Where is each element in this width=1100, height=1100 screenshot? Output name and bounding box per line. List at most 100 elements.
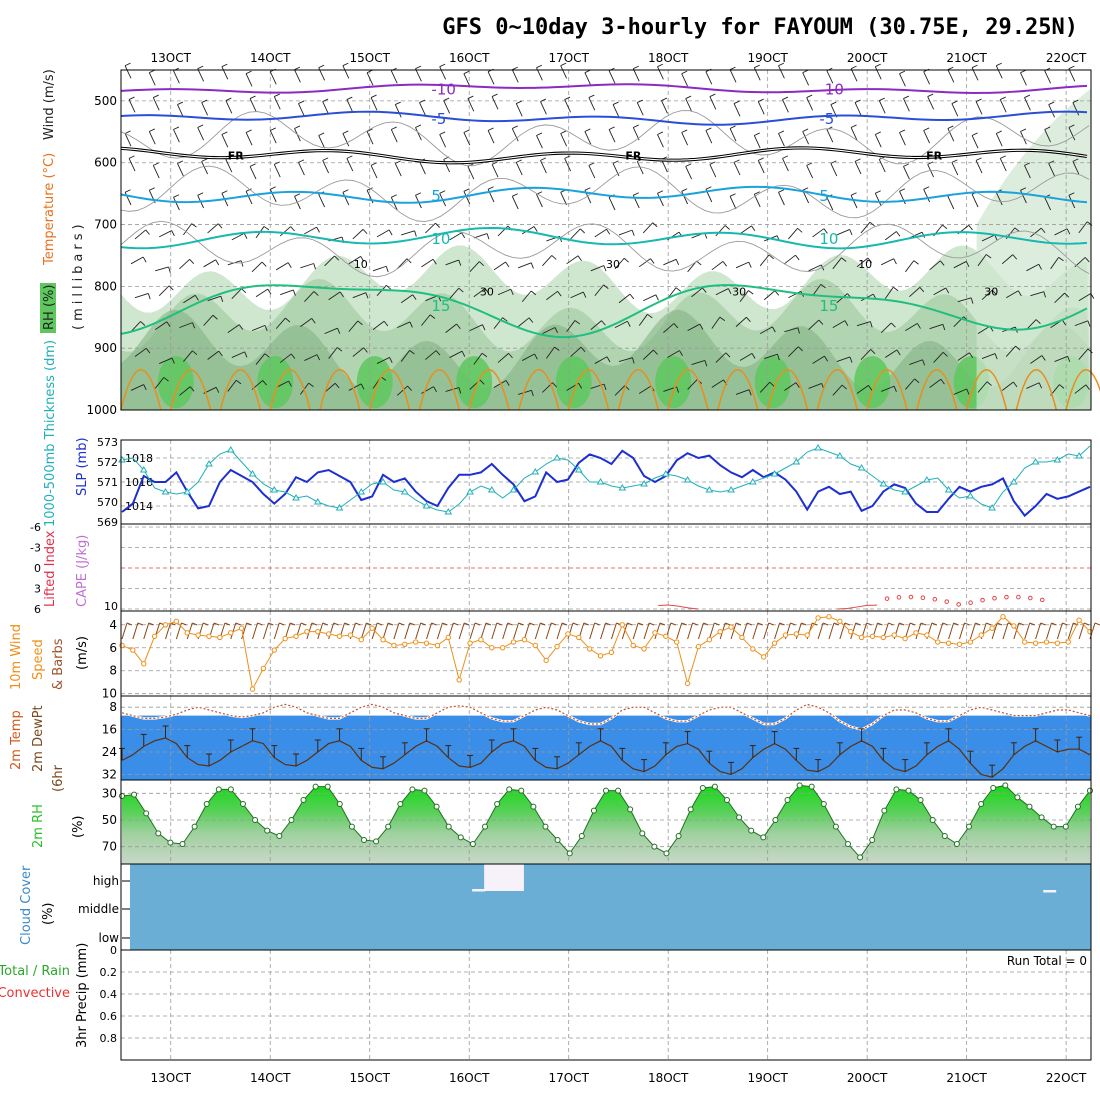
wind-barb-flag bbox=[300, 622, 307, 626]
wind-barb bbox=[618, 229, 635, 236]
wind-barb bbox=[590, 320, 606, 330]
wind-barb-flag bbox=[431, 622, 437, 626]
wind-barb-staff bbox=[366, 72, 374, 86]
wind-barb bbox=[739, 352, 756, 361]
temp2m-ylabel-1: 2m Temp bbox=[9, 710, 24, 770]
wind-barb-flag bbox=[892, 286, 899, 292]
rh2m-point bbox=[699, 785, 706, 791]
wind-barb-flag bbox=[757, 622, 764, 626]
wind-barb bbox=[1068, 65, 1076, 82]
wind-barb-flag bbox=[508, 353, 513, 359]
wind-barb bbox=[971, 191, 979, 208]
wind-barb-flag bbox=[398, 622, 405, 626]
wind-barb-staff bbox=[197, 68, 205, 82]
wind-barb-staff bbox=[612, 104, 620, 118]
wind-barb-flag bbox=[461, 350, 466, 357]
rh-legend-swatch bbox=[40, 283, 56, 333]
wind-barb-flag bbox=[844, 320, 849, 327]
wind-barb-staff bbox=[328, 622, 335, 640]
rh2m-point bbox=[772, 817, 779, 823]
wind-barb-flag bbox=[197, 124, 204, 128]
wind-barb-flag bbox=[518, 622, 524, 626]
wind-barb bbox=[415, 65, 422, 82]
wind-barb bbox=[632, 192, 640, 209]
minmax-marker bbox=[619, 747, 626, 761]
wind-barb bbox=[322, 98, 330, 115]
thickness-point bbox=[509, 486, 518, 493]
wind-barb bbox=[249, 163, 257, 180]
wind-barb-staff bbox=[124, 65, 132, 79]
wind-barb-flag bbox=[202, 622, 209, 626]
wind-barb-flag bbox=[608, 126, 615, 130]
wind-barb-flag bbox=[927, 161, 934, 165]
wind-barb-flag bbox=[685, 95, 692, 99]
wind-barb-flag bbox=[294, 66, 301, 71]
wind-barb-staff bbox=[449, 350, 463, 358]
rh2m-point bbox=[1062, 823, 1069, 830]
cape-label: CAPE (J/kg) bbox=[75, 535, 90, 607]
wind-barb-flag bbox=[249, 163, 256, 167]
wind-barb-staff bbox=[951, 162, 959, 176]
rh2m-point bbox=[155, 830, 162, 837]
wind-barb bbox=[203, 259, 220, 268]
wind-barb bbox=[401, 230, 417, 237]
lifted-index-point bbox=[968, 600, 973, 606]
wind-barb bbox=[832, 257, 847, 270]
wind-barb-flag bbox=[290, 226, 295, 232]
wind-barb bbox=[905, 323, 921, 332]
wind-barb-staff bbox=[594, 284, 604, 297]
wind-barb bbox=[570, 228, 585, 240]
wind-barb-staff bbox=[396, 258, 408, 270]
wind-barb bbox=[227, 324, 244, 334]
wind-barb-staff bbox=[878, 100, 886, 114]
wind-barb bbox=[905, 260, 919, 273]
wind-barb-staff bbox=[124, 192, 132, 206]
wind-barb-flag bbox=[975, 622, 981, 626]
y-tick-label: 600 bbox=[94, 156, 117, 170]
minmax-marker bbox=[771, 731, 778, 744]
wind-barb-flag bbox=[705, 127, 712, 131]
wind-barb bbox=[1054, 228, 1071, 236]
wind-barb bbox=[884, 349, 901, 358]
wind-barb-staff bbox=[951, 103, 959, 117]
wind-barb-staff bbox=[179, 322, 193, 329]
wind-barb-flag bbox=[540, 622, 546, 626]
wind-barb-flag bbox=[923, 127, 930, 131]
wind-barb bbox=[977, 381, 992, 393]
wind-barb-flag bbox=[432, 258, 437, 265]
wind-barb-staff bbox=[981, 234, 995, 242]
wind-barb-flag bbox=[128, 155, 135, 159]
wind-barb-flag bbox=[647, 313, 653, 319]
wind-barb-flag bbox=[313, 263, 316, 270]
wind-barb bbox=[759, 254, 774, 267]
wind-barb-flag bbox=[342, 130, 349, 134]
y-tick-label: 1000 bbox=[86, 403, 117, 417]
wind-barb bbox=[183, 294, 199, 304]
y-tick-label: 900 bbox=[94, 341, 117, 355]
wind-barb-flag bbox=[1020, 69, 1027, 74]
thickness-label: 1000-500mb Thickness (dm) bbox=[43, 340, 58, 527]
wind-barb-staff bbox=[667, 350, 680, 358]
wind-barb-staff bbox=[130, 384, 144, 391]
wind-barb-staff bbox=[393, 622, 400, 640]
wind-barb-staff bbox=[802, 131, 810, 145]
wind-barb-staff bbox=[173, 129, 180, 143]
lifted-index-point bbox=[896, 595, 902, 600]
y-tick-label: 700 bbox=[94, 218, 117, 232]
wind-barb-staff bbox=[826, 197, 834, 211]
rh2m-point bbox=[615, 787, 622, 794]
wind-barb-flag bbox=[681, 129, 688, 133]
precip-ylabel: 3hr Precip (mm) bbox=[75, 943, 90, 1048]
wind-barb-staff bbox=[676, 622, 683, 640]
wind-barb-staff bbox=[148, 72, 156, 86]
wind-barb-staff bbox=[251, 324, 266, 332]
wind-barb bbox=[715, 225, 730, 237]
wind-barb-flag bbox=[772, 326, 776, 333]
wind-barb-flag bbox=[322, 622, 328, 626]
wind-barb-staff bbox=[1054, 292, 1065, 304]
wind-barb-flag bbox=[751, 225, 756, 232]
rh2m-point bbox=[736, 814, 743, 821]
wind-barb bbox=[546, 290, 562, 301]
surface-wind-barb bbox=[600, 622, 611, 640]
